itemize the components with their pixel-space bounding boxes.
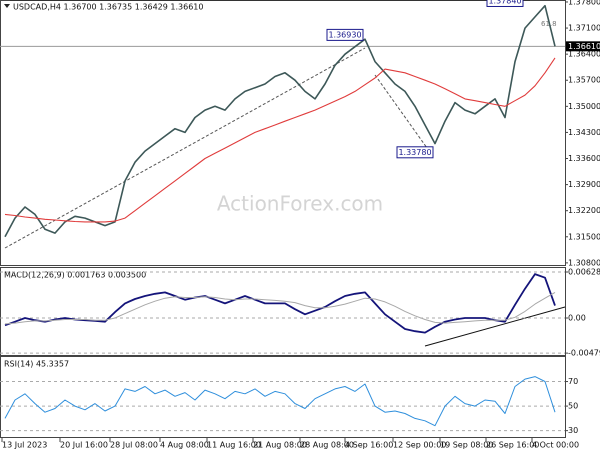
rsi-frame [0,356,566,438]
x-tick-label: 20 Jul 16:00 [60,441,108,450]
chart-title: USDCAD,H4 1.36700 1.36735 1.36429 1.3661… [13,3,203,12]
y-tick-label: 1.34300 [568,128,600,137]
y-tick-label: 1.30800 [568,258,600,267]
y-tick-label: 1.35000 [568,102,600,111]
series-line [4,273,556,334]
trend-line [4,47,366,249]
series-line [4,291,556,325]
rsi-title: RSI(14) 45.3357 [4,360,69,369]
x-tick-label: 28 Aug 08:00 [300,441,354,450]
y-tick-label: 1.31500 [568,232,600,241]
x-tick-label: 12 Sep 00:00 [393,441,446,450]
y-tick-label: 1.35700 [568,76,600,85]
y-tick-label: 1.33600 [568,154,600,163]
x-tick-label: 26 Sep 16:00 [486,441,539,450]
y-tick-label: 70 [568,377,578,386]
annotation-box [486,0,524,7]
x-tick-label: 19 Sep 08:00 [440,441,493,450]
x-tick-label: 11 Aug 16:00 [207,441,261,450]
y-tick-label: 1.37100 [568,24,600,33]
y-tick-label: 50 [568,402,578,411]
y-tick-label: 0.00 [568,314,586,323]
y-tick-label: 0.006282 [568,268,600,277]
y-tick-label: 30 [568,426,578,435]
y-tick-label: 1.32200 [568,206,600,215]
annotation-box [396,146,434,159]
x-tick-label: 28 Jul 08:00 [110,441,158,450]
annotation-box [326,28,364,41]
y-tick-label: -0.004795 [568,349,600,358]
price-label: 1.36610 [568,42,600,51]
price-box [566,41,600,52]
watermark: ActionForex.com [217,192,383,216]
y-tick-label: 1.36400 [568,50,600,59]
annotation-label: 1.36930 [328,30,361,39]
series-line [4,376,556,427]
x-tick-label: 4 Sep 16:00 [345,441,393,450]
series-line [4,4,556,238]
x-tick-label: 21 Aug 08:00 [253,441,307,450]
annotation-label: 1.33780 [398,148,431,157]
y-tick-label: 1.32900 [568,180,600,189]
x-tick-label: 4 Oct 00:00 [532,441,579,450]
x-tick-label: 13 Jul 2023 [2,441,47,450]
fibo-label: 61.8 [541,20,557,28]
macd-title: MACD(12,26,9) 0.001763 0.003500 [4,271,146,280]
series-line [4,57,556,223]
macd-trend-line [424,306,566,347]
trend-line [374,74,433,156]
y-tick-label: 1.37800 [568,0,600,6]
macd-frame [0,267,566,356]
annotation-label: 1.37840 [488,0,521,5]
menu-triangle [4,4,10,8]
x-tick-label: 4 Aug 08:00 [160,441,209,450]
